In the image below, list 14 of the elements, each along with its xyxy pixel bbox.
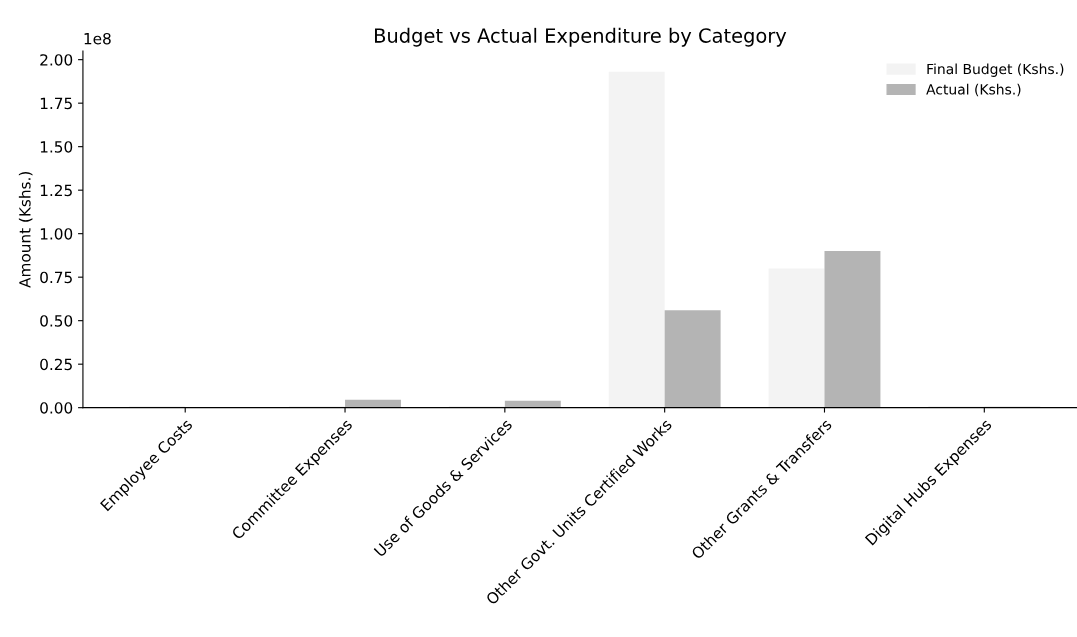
y-tick-label: 0.25 <box>40 358 72 371</box>
y-axis-title: Amount (Kshs.) <box>18 171 33 288</box>
y-tick-label: 1.25 <box>40 184 72 197</box>
y-tick-label: 0.00 <box>40 402 73 414</box>
y-tick-label: 1.75 <box>40 97 72 110</box>
text: 1e8 <box>84 32 111 45</box>
y-tick-label: 0.50 <box>40 315 73 327</box>
legend-label: Actual (Kshs.) <box>926 83 1021 97</box>
y-tick-label: 1.00 <box>40 228 73 240</box>
y-tick-label: 2.00 <box>40 54 73 66</box>
chart-title: Budget vs Actual Expenditure by Category <box>375 27 787 47</box>
y-tick-label: 1.50 <box>40 141 73 153</box>
legend-label: Final Budget (Kshs.) <box>927 63 1064 77</box>
y-tick-label: 0.75 <box>40 271 72 284</box>
